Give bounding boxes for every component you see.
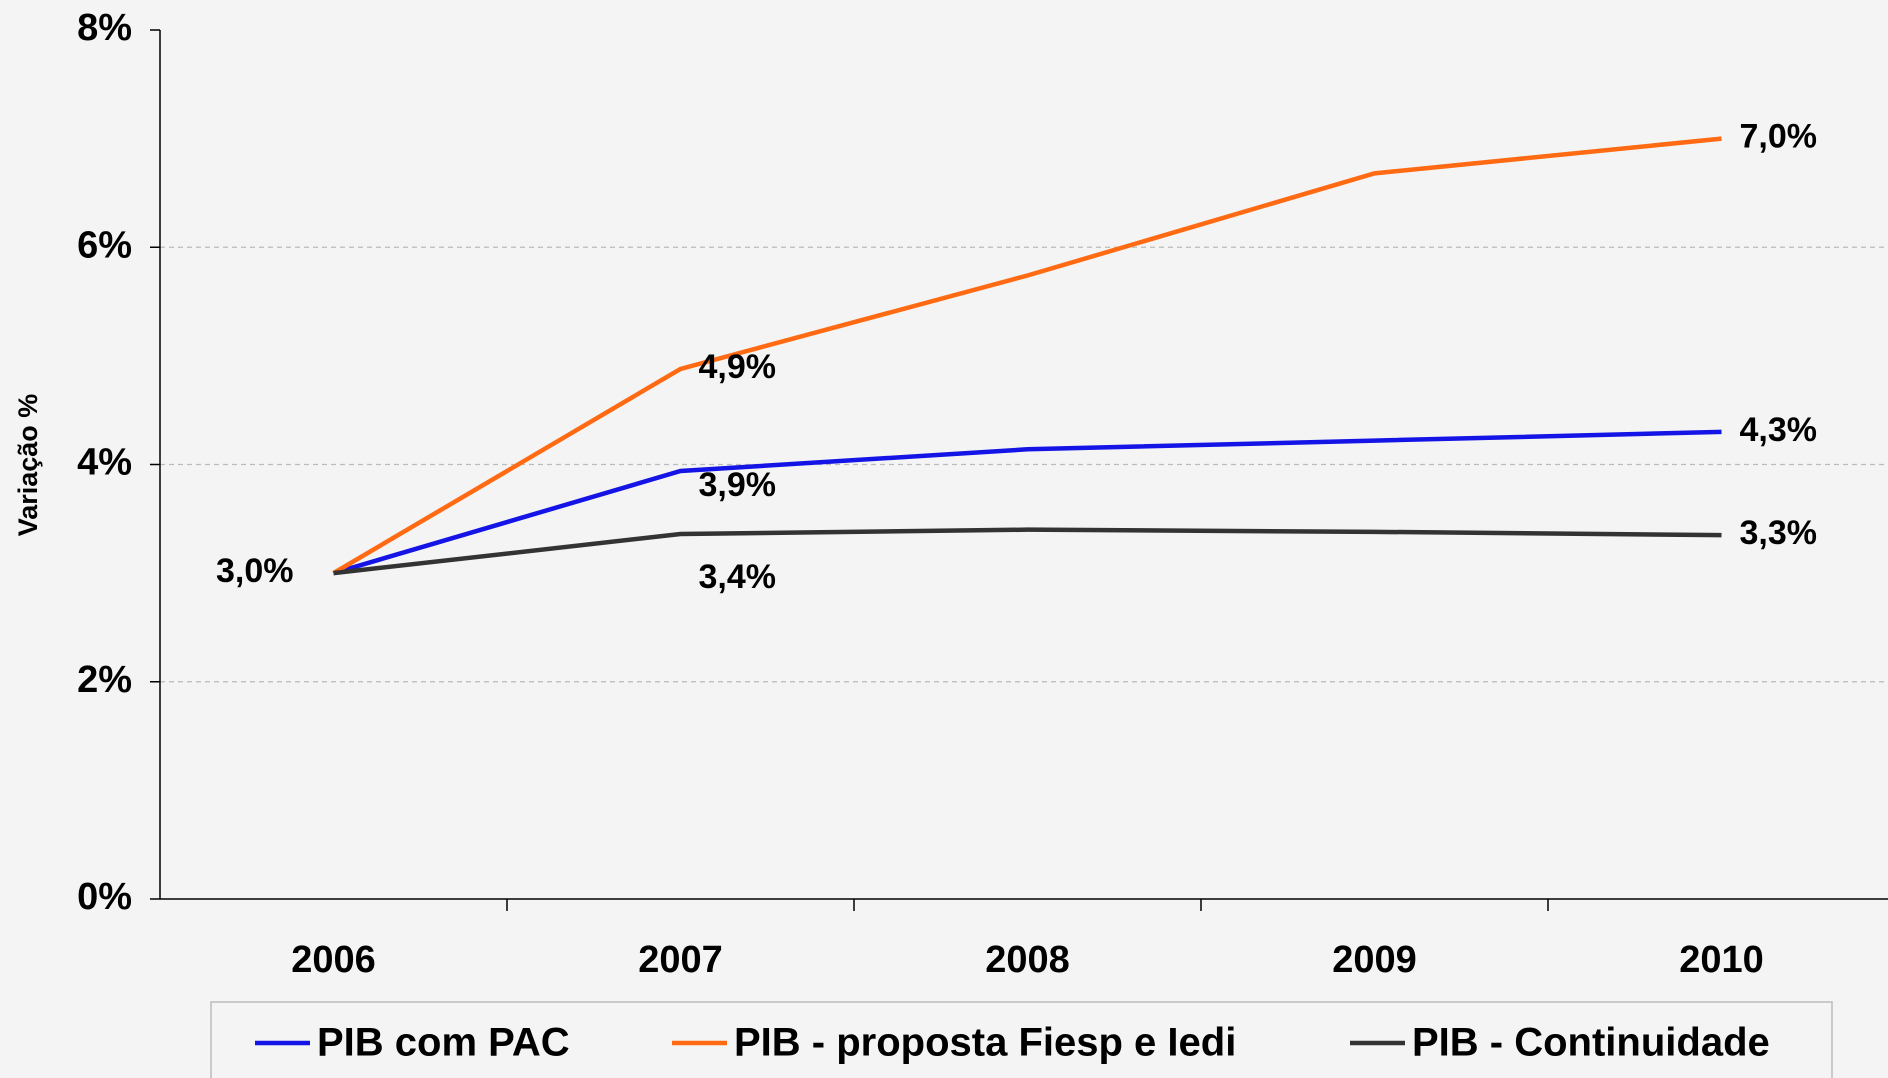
- data-label: 3,0%: [216, 552, 294, 590]
- legend-label: PIB - Continuidade: [1412, 1021, 1770, 1065]
- x-tick-label: 2007: [638, 939, 723, 981]
- data-label: 3,9%: [699, 466, 777, 504]
- x-tick-label: 2008: [985, 939, 1070, 981]
- y-tick-label: 4%: [77, 442, 132, 484]
- background: [0, 0, 1888, 1078]
- data-label: 7,0%: [1740, 118, 1818, 156]
- y-tick-label: 2%: [77, 659, 132, 701]
- y-axis-title: Variação %: [13, 394, 43, 537]
- y-tick-label: 8%: [77, 7, 132, 49]
- y-tick-label: 6%: [77, 224, 132, 266]
- data-label: 4,9%: [699, 348, 777, 386]
- x-tick-label: 2006: [291, 939, 376, 981]
- data-label: 3,3%: [1740, 514, 1818, 552]
- data-label: 4,3%: [1740, 411, 1818, 449]
- data-label: 3,4%: [699, 558, 777, 596]
- y-tick-label: 0%: [77, 876, 132, 918]
- chart: Variação % 0% 2% 4% 6% 8% 2006 2007 2008 2009 201…: [0, 0, 1888, 1078]
- legend-label: PIB com PAC: [317, 1021, 570, 1065]
- x-tick-label: 2009: [1332, 939, 1417, 981]
- x-tick-label: 2010: [1679, 939, 1764, 981]
- legend-label: PIB - proposta Fiesp e Iedi: [734, 1021, 1236, 1065]
